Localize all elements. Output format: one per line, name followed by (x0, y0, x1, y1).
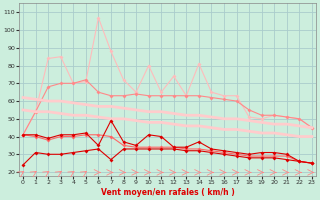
X-axis label: Vent moyen/en rafales ( km/h ): Vent moyen/en rafales ( km/h ) (100, 188, 234, 197)
